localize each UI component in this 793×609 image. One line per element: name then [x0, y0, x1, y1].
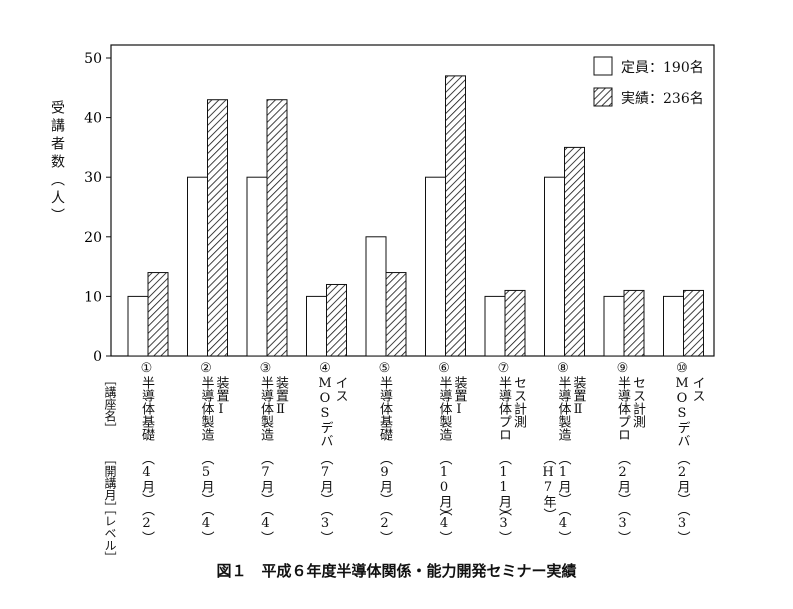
y-tick-label: 10: [84, 289, 102, 305]
category-month: （1月）: [555, 452, 571, 506]
category-name: 半導体製造: [436, 376, 452, 441]
category-level: （3）: [496, 503, 511, 544]
row-header: ［レベル］: [103, 503, 117, 563]
category-name-cont: イス: [332, 376, 348, 402]
category-name: 半導体プロ: [496, 376, 511, 441]
category-name: 半導体製造: [555, 376, 571, 441]
row-header: ［開講月］: [103, 453, 117, 513]
legend-swatch-white: [593, 56, 613, 76]
category-name: 半導体製造: [198, 376, 214, 441]
category-level: （3）: [615, 503, 630, 544]
row-header: ［講座名］: [103, 374, 117, 434]
y-tick-label: 50: [84, 51, 102, 67]
category-number: ⑦: [496, 361, 511, 376]
category-month: （7月）: [317, 452, 333, 506]
category-name-cont: 装置Ⅰ: [213, 376, 229, 417]
category-name: MOSデバ: [674, 376, 690, 447]
y-axis-title: 受講者数（人）: [49, 100, 65, 226]
category-number: ①: [139, 361, 154, 376]
bar-capacity: [187, 176, 208, 357]
legend-label-capacity: 定員：190名: [621, 60, 704, 76]
category-month: （10月）: [436, 452, 452, 521]
category-month-extra: （H7年）: [540, 452, 556, 521]
bar-actual: [564, 146, 585, 357]
bar-capacity: [425, 176, 446, 357]
y-tick-label: 40: [84, 111, 102, 127]
category-name: MOSデバ: [317, 376, 333, 447]
bar-actual: [147, 272, 169, 357]
legend-label-actual: 実績：236名: [621, 91, 704, 107]
bar-capacity: [544, 176, 565, 357]
category-month: （2月）: [615, 452, 630, 506]
category-name-cont: 装置Ⅰ: [451, 376, 467, 417]
bar-capacity: [484, 295, 506, 357]
category-name-cont: 装置Ⅱ: [273, 376, 288, 417]
category-month: （7月）: [258, 452, 273, 506]
category-number: ⑥: [436, 361, 452, 376]
bar-actual: [385, 272, 407, 357]
legend-swatch-hatched: [593, 87, 613, 107]
category-level: （4）: [436, 503, 452, 544]
category-month: （2月）: [674, 452, 690, 506]
category-level: （2）: [377, 503, 392, 544]
y-tick-label: 20: [84, 230, 102, 246]
category-level: （4）: [555, 503, 571, 544]
category-name: 半導体プロ: [615, 376, 630, 441]
category-name-cont: 装置Ⅱ: [570, 376, 586, 417]
category-number: ③: [258, 361, 273, 376]
bar-capacity: [127, 295, 149, 357]
category-level: （3）: [674, 503, 690, 544]
bar-actual: [326, 283, 347, 357]
category-name: 半導体基礎: [377, 376, 392, 441]
bar-actual: [623, 289, 645, 357]
category-name-cont: イス: [689, 376, 705, 402]
category-level: （4）: [198, 503, 214, 544]
category-name-cont: セス計測: [511, 376, 526, 428]
bar-capacity: [603, 295, 625, 357]
category-name-cont: セス計測: [630, 376, 645, 428]
bar-actual: [504, 289, 526, 357]
category-number: ⑧: [555, 361, 571, 376]
category-month: （5月）: [198, 452, 214, 506]
bar-actual: [207, 99, 228, 357]
y-tick-label: 30: [84, 170, 102, 186]
y-axis: 0 10 20 30 40 50: [84, 51, 111, 365]
category-month: （11月）: [496, 452, 511, 521]
bar-capacity: [365, 236, 387, 357]
bar-actual: [266, 99, 288, 357]
category-name: 半導体基礎: [139, 376, 154, 441]
category-level: （3）: [317, 503, 333, 544]
figure-caption: 図１ 平成６年度半導体関係・能力開発セミナー実績: [216, 562, 577, 580]
bar-capacity: [663, 295, 684, 357]
legend: [593, 56, 613, 107]
category-number: ②: [198, 361, 214, 376]
bar-capacity: [246, 176, 268, 357]
bar-capacity: [306, 295, 327, 357]
category-number: ⑤: [377, 361, 392, 376]
y-tick-label: 0: [93, 349, 102, 365]
bar-actual: [445, 75, 466, 357]
category-number: ④: [317, 361, 333, 376]
plot-frame: [110, 44, 715, 357]
category-number: ⑩: [674, 361, 690, 376]
bars: [127, 75, 704, 357]
category-level: （4）: [258, 503, 273, 544]
category-month: （9月）: [377, 452, 392, 506]
category-name: 半導体製造: [258, 376, 273, 441]
category-level: （2）: [139, 503, 154, 544]
bar-actual: [683, 289, 704, 357]
category-number: ⑨: [615, 361, 630, 376]
category-month: （4月）: [139, 452, 154, 506]
